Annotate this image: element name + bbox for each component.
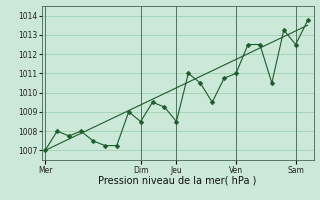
X-axis label: Pression niveau de la mer( hPa ): Pression niveau de la mer( hPa ) — [99, 176, 257, 186]
